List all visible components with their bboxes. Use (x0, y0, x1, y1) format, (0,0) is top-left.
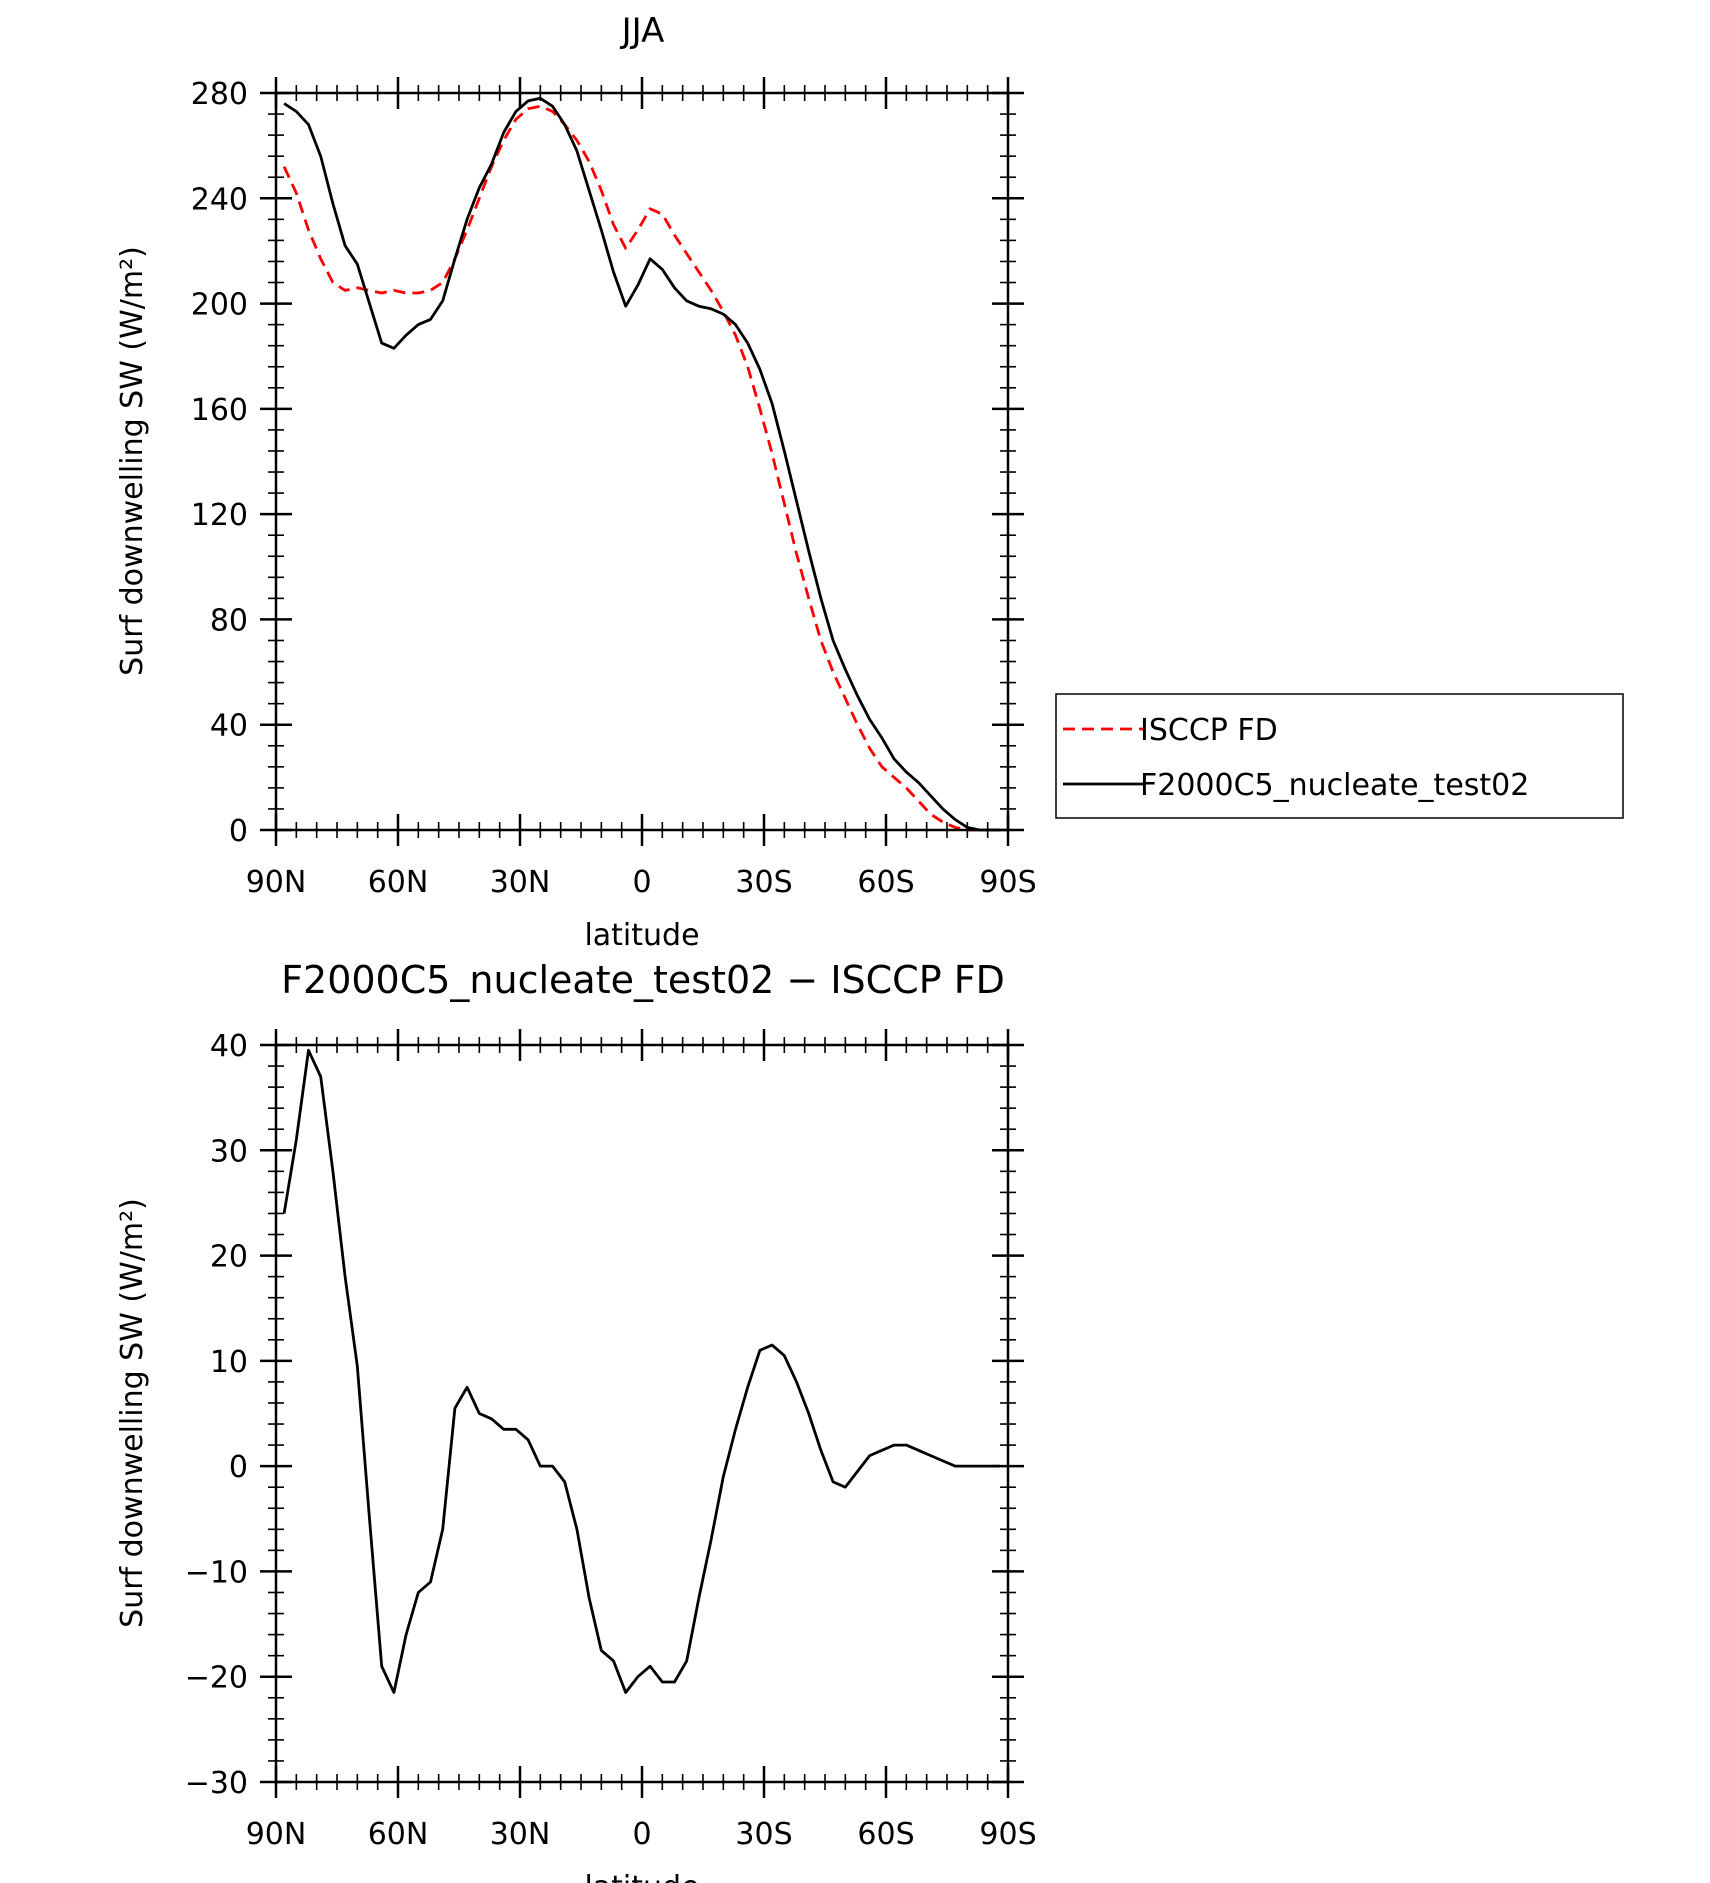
y-tick-label: 200 (191, 288, 248, 323)
x-tick-label: 60N (368, 1817, 429, 1852)
x-tick-label: 60N (368, 865, 429, 900)
plot-frame (274, 1043, 1010, 1784)
plot-frame (274, 91, 1010, 832)
x-tick-label: 90S (979, 1817, 1036, 1852)
legend: ISCCP FD F2000C5_nucleate_test02 (1055, 693, 1624, 819)
x-tick-label: 0 (632, 865, 651, 900)
y-tick-label: 160 (191, 393, 248, 428)
series-line-f2000c5-nucleate-test02 (283, 96, 1000, 832)
x-axis-ticks: 90N 60N 30N 0 30S 60S 90S (246, 1029, 1037, 1852)
chart-title: F2000C5_nucleate_test02 − ISCCP FD (281, 958, 1005, 1002)
y-tick-label: 40 (210, 1029, 248, 1064)
y-tick-label: 30 (210, 1134, 248, 1169)
x-tick-label: 30S (735, 1817, 792, 1852)
y-tick-label: 20 (210, 1240, 248, 1275)
x-tick-label: 30N (490, 1817, 551, 1852)
y-tick-label: −20 (185, 1661, 248, 1696)
legend-label-f2000c5: F2000C5_nucleate_test02 (1140, 768, 1529, 803)
y-axis-label: Surf downwelling SW (W/m²) (115, 1198, 150, 1628)
top-chart-panel: JJA 0 40 80 120 160 200 240 280 90N 60N 30N 0 30S 60… (115, 11, 1624, 953)
x-tick-label: 90N (246, 1817, 307, 1852)
x-tick-label: 30N (490, 865, 551, 900)
y-tick-label: −10 (185, 1555, 248, 1590)
x-tick-label: 30S (735, 865, 792, 900)
x-tick-label: 90S (979, 865, 1036, 900)
y-axis-ticks: 0 40 80 120 160 200 240 280 (191, 77, 1024, 849)
y-tick-label: 280 (191, 77, 248, 112)
y-tick-label: 40 (210, 709, 248, 744)
x-axis-label: latitude (584, 918, 699, 953)
series-line-isccp-fd (282, 104, 1000, 832)
x-axis-label: latitude (584, 1870, 699, 1883)
y-tick-label: 10 (210, 1345, 248, 1380)
x-tick-label: 90N (246, 865, 307, 900)
chart-title: JJA (620, 11, 665, 51)
legend-box (1055, 693, 1624, 819)
y-tick-label: 0 (229, 1450, 248, 1485)
x-tick-label: 0 (632, 1817, 651, 1852)
y-tick-label: 120 (191, 498, 248, 533)
y-tick-label: 80 (210, 603, 248, 638)
plot-lines (282, 96, 1000, 832)
series-line-difference-0 (282, 1048, 1000, 1694)
plot-lines (282, 1048, 1000, 1694)
x-tick-label: 60S (857, 865, 914, 900)
x-tick-label: 60S (857, 1817, 914, 1852)
bottom-chart-panel: F2000C5_nucleate_test02 − ISCCP FD −30 −2… (115, 958, 1037, 1883)
legend-label-isccp-fd: ISCCP FD (1140, 713, 1278, 748)
x-axis-ticks: 90N 60N 30N 0 30S 60S 90S (246, 77, 1037, 900)
y-axis-label: Surf downwelling SW (W/m²) (115, 246, 150, 676)
y-tick-label: 240 (191, 182, 248, 217)
y-axis-ticks: −30 −20 −10 0 10 20 30 40 (185, 1029, 1024, 1801)
y-tick-label: 0 (229, 814, 248, 849)
y-tick-label: −30 (185, 1766, 248, 1801)
